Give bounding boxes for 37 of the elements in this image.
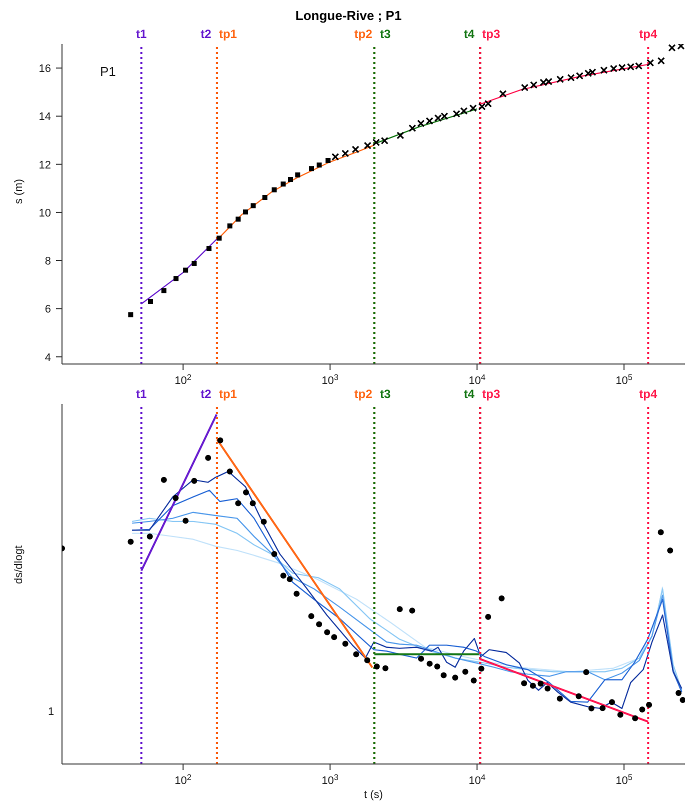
ref-line-label: tp1 bbox=[218, 27, 238, 41]
y-tick-label: 10 bbox=[38, 207, 51, 220]
y-tick-label: 6 bbox=[44, 304, 51, 316]
x-tick-label: 10$^{5}$ bbox=[616, 772, 633, 787]
x-tick-label: 10$^{3}$ bbox=[322, 772, 339, 787]
y-tick-label: 16 bbox=[38, 63, 51, 76]
ref-line-label: tp1 bbox=[218, 387, 238, 401]
ref-line-label: t4 bbox=[464, 387, 475, 401]
ref-line-label: tp2 bbox=[354, 27, 373, 41]
ref-line-label: tp4 bbox=[639, 387, 658, 401]
text: 1 bbox=[48, 706, 54, 718]
y-tick-label: 4 bbox=[44, 352, 51, 364]
annotation: P1 bbox=[100, 64, 116, 79]
ref-line-label: t1 bbox=[136, 27, 148, 41]
y-tick-label: 12 bbox=[38, 159, 51, 172]
ref-line-label: t2 bbox=[200, 387, 212, 401]
x-tick-label: 10$^{4}$ bbox=[468, 772, 486, 787]
x-tick-label: 10$^{5}$ bbox=[616, 372, 633, 387]
x-tick-label: 10$^{2}$ bbox=[174, 772, 192, 787]
ref-line-label: tp2 bbox=[354, 387, 373, 401]
x-tick-label: 10$^{4}$ bbox=[468, 372, 486, 387]
y-axis-title: s (m) bbox=[12, 178, 25, 204]
y-axis-title: ds/dlogt bbox=[12, 545, 25, 584]
x-axis-title: t (s) bbox=[364, 789, 383, 801]
ref-line-label: t1 bbox=[136, 387, 148, 401]
ref-line-label: tp3 bbox=[482, 27, 500, 41]
ref-line-label: tp4 bbox=[639, 27, 658, 41]
chart-title: Longue-Rive ; P1 bbox=[294, 8, 403, 24]
y-tick-label: 14 bbox=[38, 111, 51, 124]
ref-line-label: tp3 bbox=[482, 387, 500, 401]
ref-line-label: t2 bbox=[200, 27, 212, 41]
ref-line-label: t3 bbox=[380, 387, 391, 401]
y-tick-label: 8 bbox=[44, 256, 51, 268]
ref-line-label: t3 bbox=[380, 27, 391, 41]
ref-line-label: t4 bbox=[464, 27, 475, 41]
x-tick-label: 10$^{2}$ bbox=[174, 372, 192, 387]
x-tick-label: 10$^{3}$ bbox=[322, 372, 339, 387]
